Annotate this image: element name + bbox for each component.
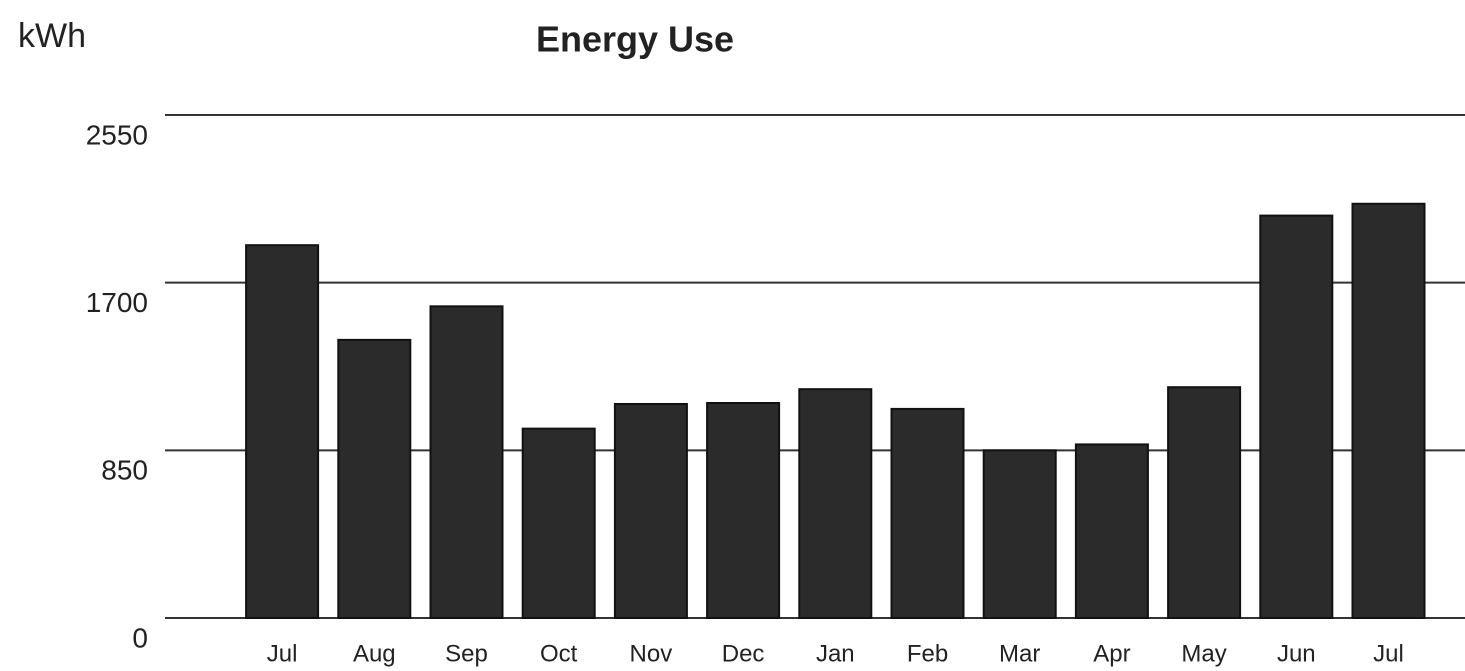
x-tick-label: Jul [1373, 640, 1404, 667]
bar [245, 244, 320, 619]
x-tick-label: Aug [353, 640, 396, 667]
y-tick-label: 1700 [86, 287, 148, 318]
x-tick-label: Jan [816, 640, 855, 667]
x-tick-label: Sep [445, 640, 488, 667]
x-tick-label: Apr [1093, 640, 1130, 667]
x-tick-label: Feb [907, 640, 948, 667]
bar [613, 402, 688, 619]
bar [1351, 202, 1426, 619]
bar [429, 305, 504, 619]
x-tick-label: Oct [540, 640, 578, 667]
bar [337, 338, 412, 619]
x-tick-label: Nov [630, 640, 673, 667]
x-tick-label: Mar [999, 640, 1040, 667]
bar [1167, 386, 1242, 619]
y-tick-label: 850 [101, 455, 148, 486]
bar [1259, 214, 1334, 619]
y-tick-label: 2550 [86, 119, 148, 150]
bar [706, 401, 781, 619]
chart-title: Energy Use [536, 19, 734, 60]
y-tick-label: 0 [132, 622, 148, 653]
y-axis-label: kWh [18, 17, 86, 55]
x-tick-label: Dec [722, 640, 765, 667]
x-tick-label: May [1181, 640, 1226, 667]
bar [798, 388, 873, 620]
x-tick-label: Jul [267, 640, 298, 667]
bar [1074, 443, 1149, 619]
x-tick-label: Jun [1277, 640, 1316, 667]
bar [890, 407, 965, 619]
bar [521, 427, 596, 619]
bar [982, 449, 1057, 620]
